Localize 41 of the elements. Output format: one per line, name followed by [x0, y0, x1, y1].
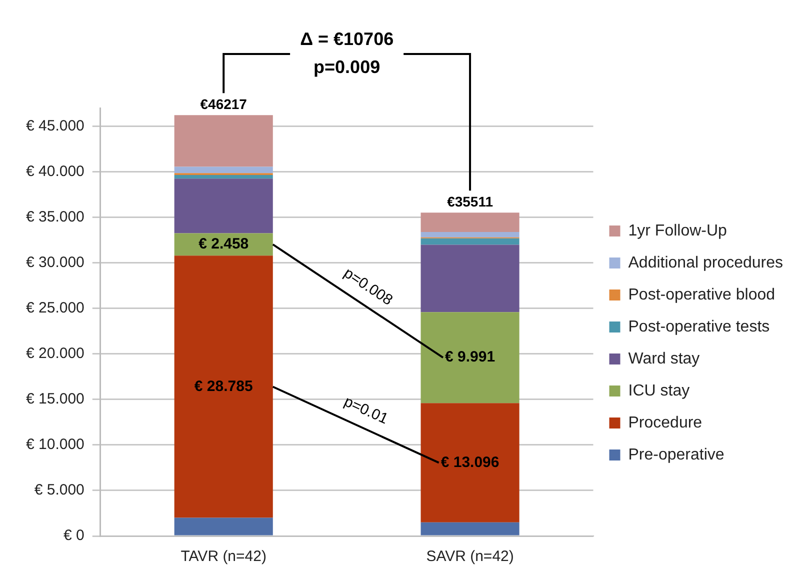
bar	[420, 244, 520, 312]
bar	[174, 518, 273, 536]
bar	[174, 178, 273, 234]
y-tick-label: € 45.000	[26, 117, 84, 134]
data-label: € 13.096	[440, 454, 500, 471]
y-tick-label: € 35.000	[26, 208, 84, 226]
x-tick-label: TAVR (n=42)	[180, 548, 266, 566]
data-label: € 28.785	[194, 378, 253, 395]
data-label: € 9.991	[445, 348, 496, 366]
legend-label: ICU stay	[628, 382, 690, 400]
legend-label: Ward stay	[628, 350, 700, 368]
legend-label: Procedure	[628, 414, 702, 432]
y-tick-label: € 30.000	[26, 254, 84, 271]
y-tick-label: € 10.000	[26, 436, 84, 454]
bar	[420, 522, 520, 536]
y-tick-label: € 20.000	[26, 345, 84, 362]
legend-label: Post-operative tests	[628, 318, 770, 336]
text: p=0.009	[314, 56, 380, 77]
text: Δ = €10706	[300, 28, 394, 49]
legend-label: 1yr Follow-Up	[628, 222, 728, 240]
bar	[174, 174, 273, 179]
total-label: €46217	[200, 96, 248, 112]
bar	[420, 403, 520, 522]
y-tick-label: € 5.000	[34, 482, 84, 499]
bar	[420, 212, 520, 232]
bar	[174, 115, 273, 167]
data-label: € 2.458	[198, 236, 249, 253]
legend-label: Post-operative blood	[628, 286, 776, 304]
y-tick-label: € 40.000	[26, 162, 84, 180]
bar	[420, 232, 520, 238]
bar	[174, 256, 273, 518]
legend-label: Additional procedures	[628, 254, 784, 272]
bar	[420, 312, 520, 404]
y-tick-label: € 25.000	[26, 299, 84, 316]
bar	[174, 166, 273, 174]
bar	[420, 238, 520, 245]
y-tick-label: € 0	[64, 527, 84, 544]
legend-label: Pre-operative	[628, 446, 724, 464]
x-tick-label: SAVR (n=42)	[426, 548, 514, 566]
y-tick-label: € 15.000	[26, 390, 84, 408]
total-label: €35511	[447, 193, 494, 210]
